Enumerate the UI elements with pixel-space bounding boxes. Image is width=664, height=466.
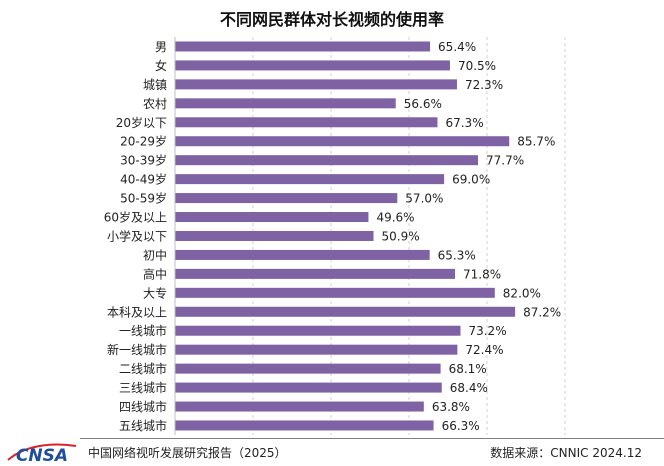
data-label: 68.4% <box>450 381 488 395</box>
bar <box>175 268 456 279</box>
logo-text: CNSA <box>16 446 68 464</box>
chart-title: 不同网民群体对长视频的使用率 <box>219 10 444 29</box>
bar <box>175 98 396 109</box>
bar-chart: 男 65.4% 女 70.5% 城镇 72.3% 农村 56.6% 20岁以下 67.3% 20-2… <box>104 37 566 435</box>
category-label: 60岁及以上 <box>104 210 167 225</box>
data-source: 数据来源：CNNIC 2024.12 <box>490 446 642 460</box>
data-label: 85.7% <box>517 135 555 149</box>
category-label: 五线城市 <box>119 418 167 433</box>
bar <box>175 306 516 317</box>
category-label: 30-39岁 <box>120 153 167 168</box>
footer-divider <box>80 438 664 439</box>
category-label: 一线城市 <box>119 323 167 338</box>
bar <box>175 155 479 166</box>
bar <box>175 382 442 393</box>
category-label: 三线城市 <box>119 380 167 395</box>
bar <box>175 136 510 147</box>
data-label: 65.4% <box>438 40 476 54</box>
bar <box>175 60 450 71</box>
data-label: 68.1% <box>449 362 487 376</box>
category-label: 20-29岁 <box>120 134 167 149</box>
bar <box>175 420 434 431</box>
bar <box>175 344 458 355</box>
category-label: 女 <box>155 58 167 73</box>
data-label: 72.4% <box>465 343 503 357</box>
bar <box>175 401 424 412</box>
category-label: 农村 <box>143 97 167 111</box>
bar <box>175 363 441 374</box>
data-label: 77.7% <box>486 154 524 168</box>
category-label: 新一线城市 <box>107 342 167 357</box>
bar <box>175 287 495 298</box>
data-label: 71.8% <box>463 267 501 281</box>
data-label: 66.3% <box>442 419 480 433</box>
cnsa-logo: CNSA <box>7 443 77 464</box>
category-label: 20岁以下 <box>116 115 167 130</box>
data-label: 63.8% <box>432 400 470 414</box>
report-name: 中国网络视听发展研究报告（2025） <box>88 446 287 460</box>
data-label: 57.0% <box>405 192 443 206</box>
data-label: 72.3% <box>465 78 503 92</box>
bar <box>175 41 431 52</box>
data-label: 67.3% <box>445 116 483 130</box>
category-label: 城镇 <box>143 78 167 92</box>
footer: CNSA 中国网络视听发展研究报告（2025） 数据来源：CNNIC 2024.… <box>0 438 664 466</box>
data-label: 87.2% <box>523 305 561 319</box>
category-label: 男 <box>155 40 167 54</box>
category-label: 二线城市 <box>119 361 167 376</box>
data-label: 70.5% <box>458 59 496 73</box>
bar <box>175 193 398 204</box>
category-label: 40-49岁 <box>120 172 167 187</box>
category-label: 四线城市 <box>119 399 167 414</box>
category-label: 大专 <box>143 285 167 300</box>
data-label: 65.3% <box>438 248 476 262</box>
bar <box>175 249 430 260</box>
category-label: 初中 <box>143 247 167 262</box>
data-label: 69.0% <box>452 173 490 187</box>
category-label: 50-59岁 <box>120 191 167 206</box>
bar <box>175 212 369 223</box>
category-label: 高中 <box>143 266 167 281</box>
data-label: 50.9% <box>382 229 420 243</box>
data-label: 49.6% <box>376 211 414 225</box>
bar <box>175 325 461 336</box>
bar <box>175 174 445 185</box>
bar <box>175 230 374 241</box>
bar <box>175 117 438 128</box>
data-label: 56.6% <box>404 97 442 111</box>
bar <box>175 79 457 90</box>
data-label: 73.2% <box>468 324 506 338</box>
category-label: 小学及以下 <box>107 228 167 243</box>
category-label: 本科及以上 <box>107 305 167 319</box>
data-label: 82.0% <box>503 286 541 300</box>
